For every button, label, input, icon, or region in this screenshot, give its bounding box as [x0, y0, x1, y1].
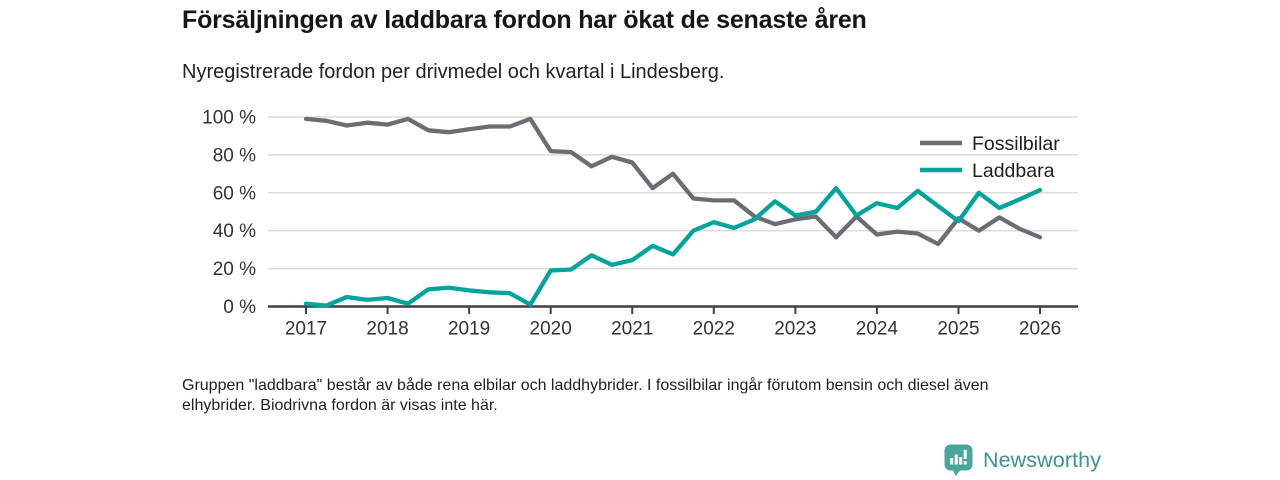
x-axis-label: 2018 — [366, 319, 408, 340]
y-axis-labels: 100 % 80 % 60 % 40 % 20 % 0 % — [202, 108, 256, 319]
chart-title: Försäljningen av laddbara fordon har öka… — [182, 6, 867, 34]
legend: Fossilbilar Laddbara — [920, 133, 1060, 182]
x-axis-label: 2024 — [856, 319, 899, 340]
x-axis-label: 2023 — [774, 319, 816, 340]
x-axis-label: 2021 — [611, 319, 653, 340]
series-line-laddbara — [303, 185, 1043, 308]
y-gridlines — [268, 116, 1078, 308]
legend-label-fossilbilar: Fossilbilar — [972, 133, 1060, 155]
x-axis-label: 2022 — [693, 319, 735, 340]
y-axis-label: 0 % — [223, 297, 256, 318]
series-lines — [303, 116, 1043, 308]
legend-label-laddbara: Laddbara — [972, 160, 1055, 182]
newsworthy-logo: Newsworthy — [944, 444, 1101, 477]
x-axis-label: 2025 — [937, 319, 979, 340]
line-chart: 100 % 80 % 60 % 40 % 20 % 0 % 2017 2018 2019 202… — [202, 108, 1078, 340]
y-axis-label: 20 % — [213, 259, 256, 280]
chart-subtitle: Nyregistrerade fordon per drivmedel och … — [182, 61, 725, 83]
x-axis-label: 2019 — [448, 319, 490, 340]
footnote-line-1: Gruppen "laddbara" består av både rena e… — [182, 377, 989, 394]
chart-footnote: Gruppen "laddbara" består av både rena e… — [182, 376, 1102, 416]
x-axis-label: 2026 — [1019, 319, 1061, 340]
series-line-fossilbilar — [303, 116, 1043, 247]
x-axis-label: 2020 — [530, 319, 572, 340]
footnote-line-2: elhybrider. Biodrivna fordon är visas in… — [182, 397, 498, 414]
y-axis-label: 60 % — [213, 183, 256, 204]
y-axis-label: 80 % — [213, 145, 256, 166]
newsworthy-wordmark: Newsworthy — [983, 448, 1102, 472]
y-axis-label: 100 % — [202, 108, 256, 129]
x-axis-label: 2017 — [285, 319, 327, 340]
x-axis: 2017 2018 2019 2020 2021 2022 2023 2024 2025 2026 — [285, 306, 1061, 340]
newsworthy-icon — [944, 444, 973, 476]
y-axis-label: 40 % — [213, 221, 256, 242]
